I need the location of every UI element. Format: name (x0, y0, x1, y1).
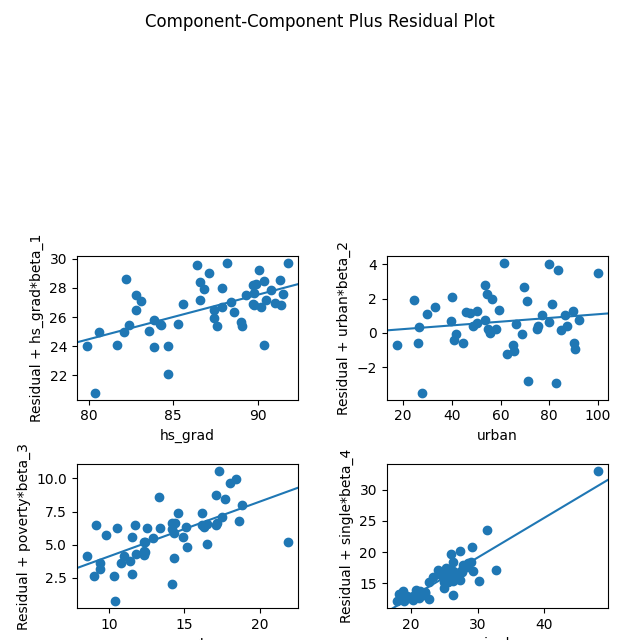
Y-axis label: Residual + hs_grad*beta_1: Residual + hs_grad*beta_1 (29, 234, 44, 422)
Text: Component-Component Plus Residual Plot: Component-Component Plus Residual Plot (145, 13, 495, 31)
X-axis label: hs_grad: hs_grad (160, 429, 215, 443)
X-axis label: urban: urban (477, 429, 518, 443)
X-axis label: poverty: poverty (161, 637, 214, 640)
Y-axis label: Residual + urban*beta_2: Residual + urban*beta_2 (337, 241, 351, 415)
Y-axis label: Residual + single*beta_4: Residual + single*beta_4 (340, 449, 354, 623)
X-axis label: single: single (477, 637, 518, 640)
Y-axis label: Residual + poverty*beta_3: Residual + poverty*beta_3 (17, 443, 31, 630)
